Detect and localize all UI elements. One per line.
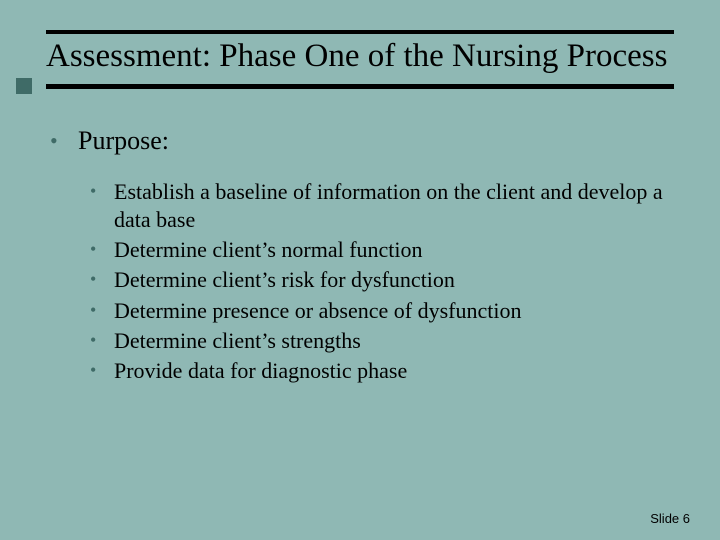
bullet-icon: • [90, 178, 114, 234]
level1-text: Purpose: [78, 126, 674, 156]
list-item: • Provide data for diagnostic phase [90, 357, 674, 385]
rule-bottom [46, 84, 674, 89]
level2-text: Provide data for diagnostic phase [114, 357, 674, 385]
bullet-icon: • [50, 126, 78, 156]
slide-body: • Purpose: • Establish a baseline of inf… [46, 126, 674, 385]
slide: Assessment: Phase One of the Nursing Pro… [0, 0, 720, 540]
level2-text: Determine client’s normal function [114, 236, 674, 264]
list-item: • Determine client’s risk for dysfunctio… [90, 266, 674, 294]
level2-text: Determine client’s risk for dysfunction [114, 266, 674, 294]
list-item: • Determine presence or absence of dysfu… [90, 297, 674, 325]
list-item: • Determine client’s normal function [90, 236, 674, 264]
bullet-icon: • [90, 297, 114, 325]
bullet-icon: • [90, 357, 114, 385]
slide-number: Slide 6 [650, 511, 690, 526]
rule-bottom-wrap [46, 82, 674, 92]
level2-text: Establish a baseline of information on t… [114, 178, 674, 234]
level2-text: Determine presence or absence of dysfunc… [114, 297, 674, 325]
bullet-icon: • [90, 236, 114, 264]
accent-square-icon [16, 78, 32, 94]
list-level2: • Establish a baseline of information on… [50, 178, 674, 385]
bullet-icon: • [90, 327, 114, 355]
list-item: • Determine client’s strengths [90, 327, 674, 355]
slide-title: Assessment: Phase One of the Nursing Pro… [46, 38, 674, 76]
list-item: • Establish a baseline of information on… [90, 178, 674, 234]
bullet-icon: • [90, 266, 114, 294]
level2-text: Determine client’s strengths [114, 327, 674, 355]
list-item-level1: • Purpose: [50, 126, 674, 156]
rule-top [46, 30, 674, 34]
